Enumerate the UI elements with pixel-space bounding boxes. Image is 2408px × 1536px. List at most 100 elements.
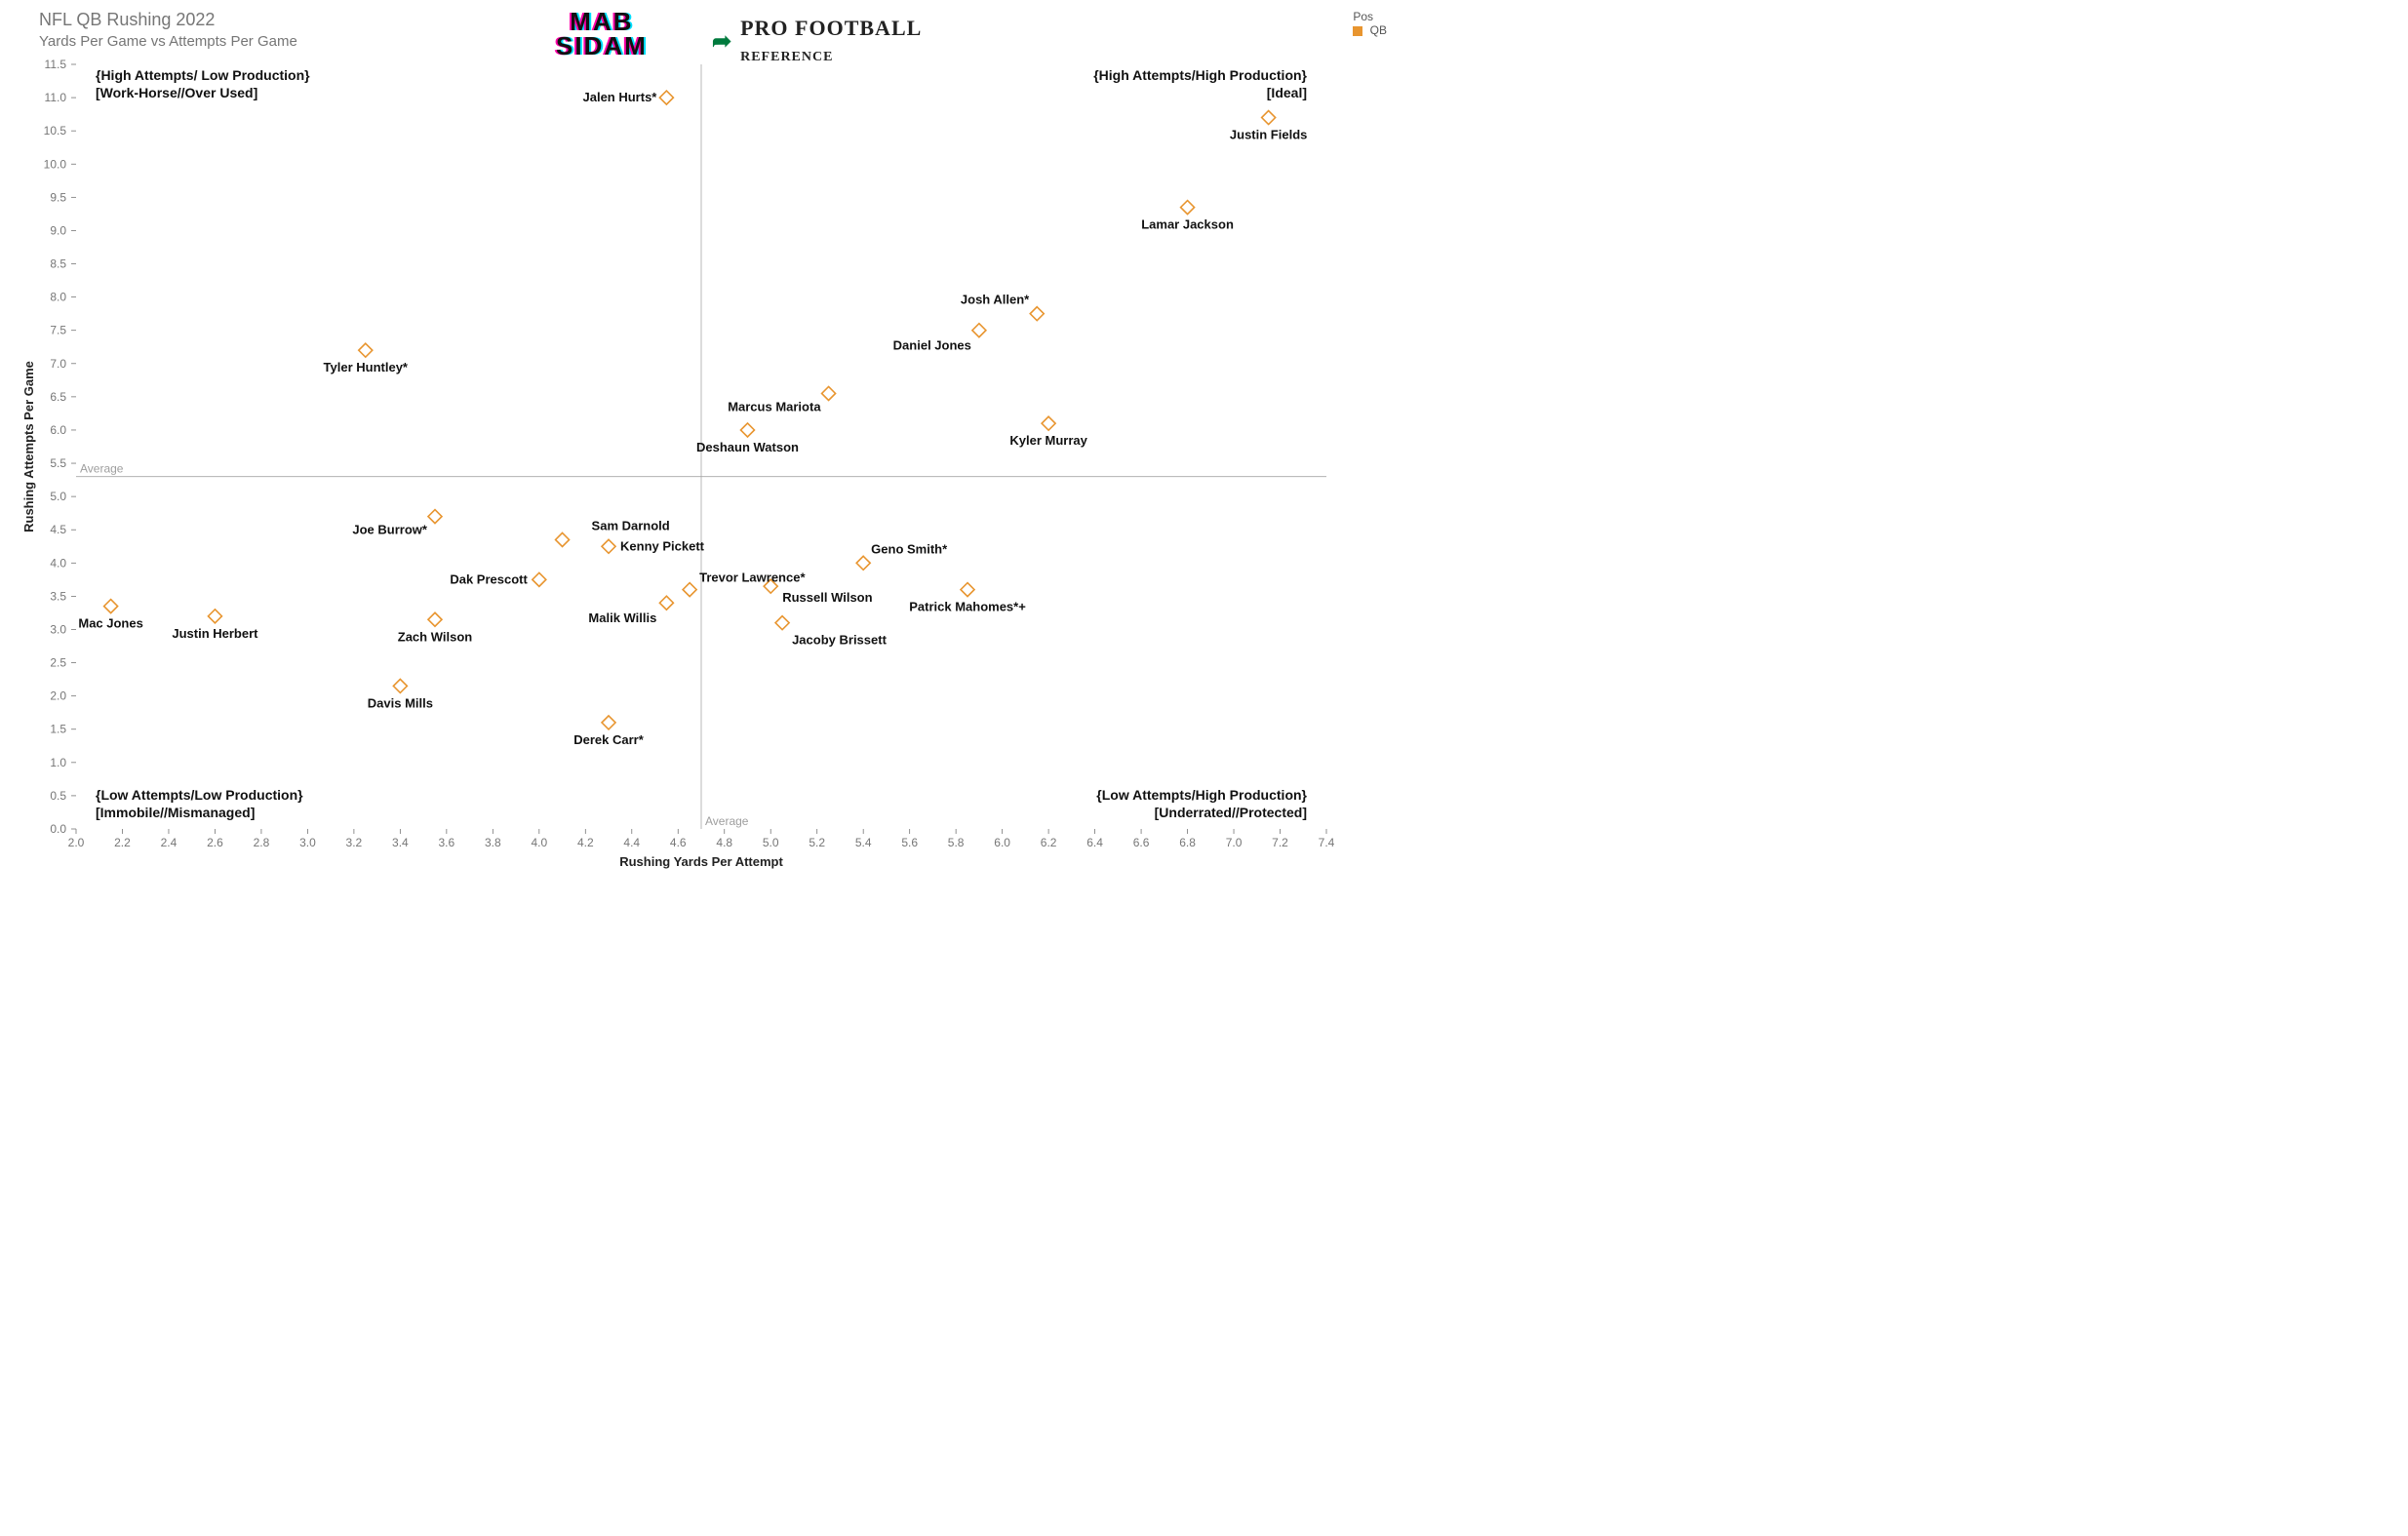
data-point [602,539,615,553]
svg-text:6.8: 6.8 [1179,836,1196,849]
data-point [1042,416,1055,430]
logo-mab-bot: SIDAM [556,31,648,60]
logo-pfr-line2: REFERENCE [740,50,833,64]
svg-text:6.0: 6.0 [994,836,1010,849]
svg-text:2.5: 2.5 [50,656,66,670]
data-point-label: Trevor Lawrence* [699,571,806,585]
svg-text:4.0: 4.0 [50,556,66,570]
subtitle: Yards Per Game vs Attempts Per Game [39,33,297,50]
logo-pfr-line1: PRO FOOTBALL [740,16,922,40]
legend: Pos QB [1353,10,1387,37]
data-point-label: Sam Darnold [592,518,670,532]
svg-text:1.0: 1.0 [50,756,66,769]
data-point [740,423,754,437]
svg-text:7.4: 7.4 [1319,836,1335,849]
svg-text:[Immobile//Mismanaged]: [Immobile//Mismanaged] [96,805,255,820]
data-point-label: Kyler Murray [1009,433,1087,448]
svg-text:5.5: 5.5 [50,456,66,470]
svg-text:4.4: 4.4 [623,836,640,849]
svg-text:6.2: 6.2 [1041,836,1057,849]
svg-text:3.5: 3.5 [50,589,66,603]
svg-text:5.8: 5.8 [948,836,965,849]
svg-text:{Low Attempts/Low Production}: {Low Attempts/Low Production} [96,787,303,803]
svg-text:{High Attempts/High Production: {High Attempts/High Production} [1093,67,1307,83]
data-point-label: Josh Allen* [961,293,1030,307]
data-point-label: Marcus Mariota [728,399,821,414]
svg-text:8.5: 8.5 [50,257,66,271]
data-point [1181,201,1195,215]
svg-text:2.0: 2.0 [68,836,85,849]
svg-text:Average: Average [705,814,749,828]
data-point-label: Tyler Huntley* [324,360,409,374]
data-point [1030,307,1044,321]
data-point-label: Justin Fields [1230,128,1307,142]
svg-text:7.5: 7.5 [50,324,66,337]
svg-text:3.0: 3.0 [299,836,316,849]
data-point-label: Daniel Jones [893,338,971,353]
svg-text:9.0: 9.0 [50,223,66,237]
data-point-label: Justin Herbert [172,626,258,641]
svg-text:5.2: 5.2 [809,836,825,849]
data-point [683,583,696,597]
svg-text:5.4: 5.4 [855,836,872,849]
chart-svg: 2.02.22.42.62.83.03.23.43.63.84.04.24.44… [76,64,1326,829]
svg-text:6.5: 6.5 [50,390,66,404]
data-point-label: Russell Wilson [782,590,872,605]
data-point-label: Derek Carr* [573,732,644,747]
logo-pfr-text: PRO FOOTBALL REFERENCE [740,16,922,66]
svg-text:5.0: 5.0 [50,490,66,503]
data-point-label: Davis Mills [368,695,433,710]
data-point [533,572,546,586]
svg-text:3.0: 3.0 [50,622,66,636]
svg-text:Average: Average [80,462,124,476]
svg-text:4.2: 4.2 [577,836,594,849]
title: NFL QB Rushing 2022 [39,10,215,30]
svg-text:[Underrated//Protected]: [Underrated//Protected] [1155,805,1307,820]
svg-text:6.0: 6.0 [50,423,66,437]
svg-text:4.0: 4.0 [531,836,547,849]
svg-text:8.0: 8.0 [50,291,66,304]
data-point [428,510,442,524]
data-point [775,616,789,630]
svg-text:7.0: 7.0 [50,357,66,371]
data-point-label: Jalen Hurts* [583,90,658,104]
svg-text:3.8: 3.8 [485,836,501,849]
data-point [1262,111,1276,125]
svg-text:4.6: 4.6 [670,836,687,849]
data-point-label: Malik Willis [588,610,656,625]
svg-text:7.2: 7.2 [1272,836,1288,849]
data-point [104,600,118,613]
legend-swatch [1353,26,1362,36]
svg-text:3.6: 3.6 [439,836,455,849]
svg-text:7.0: 7.0 [1226,836,1243,849]
svg-text:6.6: 6.6 [1133,836,1150,849]
data-point-label: Dak Prescott [450,571,528,586]
data-point-label: Patrick Mahomes*+ [909,600,1026,614]
svg-text:10.0: 10.0 [44,157,67,171]
svg-text:5.6: 5.6 [901,836,918,849]
svg-text:2.0: 2.0 [50,689,66,703]
logo-pro-football-reference: ➦ PRO FOOTBALL REFERENCE [712,16,922,66]
svg-text:4.8: 4.8 [716,836,732,849]
svg-text:10.5: 10.5 [44,124,67,138]
svg-text:1.5: 1.5 [50,723,66,736]
svg-text:[Ideal]: [Ideal] [1267,85,1307,100]
data-point [556,532,570,546]
data-point-label: Deshaun Watson [696,440,799,454]
data-point [208,610,221,623]
data-point-label: Kenny Pickett [620,538,705,553]
svg-text:2.6: 2.6 [207,836,223,849]
data-point-label: Geno Smith* [871,541,948,556]
svg-text:[Work-Horse//Over Used]: [Work-Horse//Over Used] [96,85,257,100]
svg-text:9.5: 9.5 [50,190,66,204]
data-point [359,343,373,357]
svg-text:4.5: 4.5 [50,523,66,536]
chart-viz: NFL QB Rushing 2022 Yards Per Game vs At… [10,10,1395,887]
svg-text:0.5: 0.5 [50,789,66,803]
svg-text:3.2: 3.2 [346,836,363,849]
svg-text:11.0: 11.0 [45,91,67,104]
svg-text:2.4: 2.4 [161,836,178,849]
legend-item-label: QB [1370,23,1387,37]
legend-item: QB [1353,23,1387,37]
plot-area: 2.02.22.42.62.83.03.23.43.63.84.04.24.44… [76,64,1326,829]
